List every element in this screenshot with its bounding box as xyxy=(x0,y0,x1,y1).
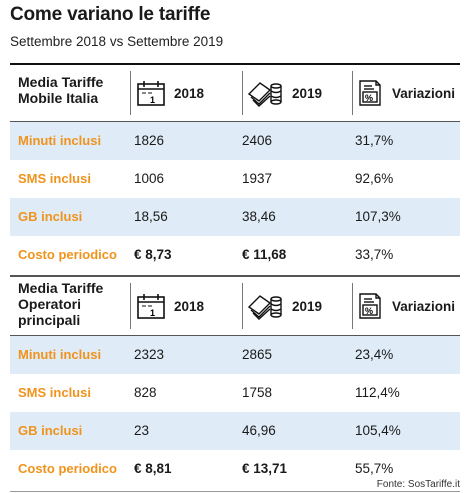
value-variazione: 92,6% xyxy=(355,171,394,186)
value-2018: 18,56 xyxy=(134,209,168,224)
column-divider xyxy=(352,283,353,329)
page-subtitle: Settembre 2018 vs Settembre 2019 xyxy=(10,34,224,49)
table-row: SMS inclusi 1006 1937 92,6% xyxy=(10,160,460,198)
value-variazione: 107,3% xyxy=(355,209,401,224)
row-label: SMS inclusi xyxy=(18,385,91,400)
value-2019: 2406 xyxy=(242,133,273,148)
value-2019: 1937 xyxy=(242,171,273,186)
header-label-line: Media Tariffe xyxy=(18,280,104,296)
header-label-line: Operatori xyxy=(18,296,82,312)
value-2018: 828 xyxy=(134,385,157,400)
calendar-icon: 1 xyxy=(137,81,165,106)
column-header-2018: 1 2018 xyxy=(136,277,204,335)
percent-document-icon: % xyxy=(359,80,381,106)
value-2018: € 8,73 xyxy=(134,247,172,262)
section-rule xyxy=(10,275,460,277)
column-header-2019: 2019 xyxy=(246,65,322,121)
column-label-variazioni: Variazioni xyxy=(392,298,456,314)
value-2019: 2865 xyxy=(242,347,273,362)
column-header-variazioni: % Variazioni xyxy=(356,65,455,121)
row-label: Minuti inclusi xyxy=(18,133,102,148)
value-variazione: 33,7% xyxy=(355,247,394,262)
column-header-variazioni: % Variazioni xyxy=(356,277,455,335)
column-divider xyxy=(242,71,243,115)
table-row: Minuti inclusi 1826 2406 31,7% xyxy=(10,122,460,160)
row-label: Minuti inclusi xyxy=(18,347,102,362)
header-label-line: Media Tariffe xyxy=(18,74,104,90)
row-label: Costo periodico xyxy=(18,461,117,476)
source-note: Fonte: SosTariffe.it xyxy=(376,479,460,490)
svg-text:%: % xyxy=(365,306,373,316)
row-label: Costo periodico xyxy=(18,247,117,262)
money-stack-icon xyxy=(247,295,282,320)
top-rule xyxy=(10,63,460,65)
column-divider xyxy=(130,283,131,329)
column-divider xyxy=(352,71,353,115)
row-label: GB inclusi xyxy=(18,423,83,438)
header-label-line: principali xyxy=(18,312,81,328)
section-header: Media Tariffe Mobile Italia 1 2018 xyxy=(10,65,460,122)
column-header-2019: 2019 xyxy=(246,277,322,335)
value-variazione: 105,4% xyxy=(355,423,401,438)
value-2018: 1826 xyxy=(134,133,165,148)
section-mobile-italia: Media Tariffe Mobile Italia 1 2018 xyxy=(10,65,460,274)
section-header: Media Tariffe Operatori principali 1 201… xyxy=(10,277,460,336)
column-header-2018: 1 2018 xyxy=(136,65,204,121)
value-variazione: 55,7% xyxy=(355,461,394,476)
percent-document-icon: % xyxy=(359,293,381,319)
value-2018: 23 xyxy=(134,423,150,438)
value-variazione: 31,7% xyxy=(355,133,394,148)
svg-text:1: 1 xyxy=(150,308,155,318)
money-stack-icon xyxy=(247,82,282,107)
column-divider xyxy=(242,283,243,329)
table-row: Minuti inclusi 2323 2865 23,4% xyxy=(10,336,460,374)
value-variazione: 112,4% xyxy=(355,385,400,400)
value-variazione: 23,4% xyxy=(355,347,394,362)
value-2019: € 11,68 xyxy=(242,247,287,262)
column-label-2019: 2019 xyxy=(292,298,323,314)
bottom-rule xyxy=(10,491,460,492)
column-label-2018: 2018 xyxy=(174,85,205,101)
header-label-line: Mobile Italia xyxy=(18,90,99,106)
value-2018: 1006 xyxy=(134,171,165,186)
table-row: Costo periodico € 8,81 € 13,71 55,7% xyxy=(10,450,460,488)
value-2019: 46,96 xyxy=(242,423,276,438)
column-label-2018: 2018 xyxy=(174,298,205,314)
table-row: GB inclusi 18,56 38,46 107,3% xyxy=(10,198,460,236)
row-label: GB inclusi xyxy=(18,209,83,224)
section-header-label: Media Tariffe Operatori principali xyxy=(18,280,103,328)
column-divider xyxy=(130,71,131,115)
value-2019: € 13,71 xyxy=(242,461,288,476)
value-2019: 1758 xyxy=(242,385,273,400)
section-operatori-principali: Media Tariffe Operatori principali 1 201… xyxy=(10,277,460,488)
row-label: SMS inclusi xyxy=(18,171,91,186)
calendar-icon: 1 xyxy=(137,294,165,319)
value-2019: 38,46 xyxy=(242,209,276,224)
table-row: Costo periodico € 8,73 € 11,68 33,7% xyxy=(10,236,460,274)
page-title: Come variano le tariffe xyxy=(10,4,211,25)
table-row: GB inclusi 23 46,96 105,4% xyxy=(10,412,460,450)
section-header-label: Media Tariffe Mobile Italia xyxy=(18,74,103,106)
svg-text:1: 1 xyxy=(150,95,155,105)
value-2018: 2323 xyxy=(134,347,165,362)
svg-text:%: % xyxy=(365,93,373,103)
column-label-variazioni: Variazioni xyxy=(392,85,456,101)
column-label-2019: 2019 xyxy=(292,85,323,101)
table-row: SMS inclusi 828 1758 112,4% xyxy=(10,374,460,412)
value-2018: € 8,81 xyxy=(134,461,172,476)
